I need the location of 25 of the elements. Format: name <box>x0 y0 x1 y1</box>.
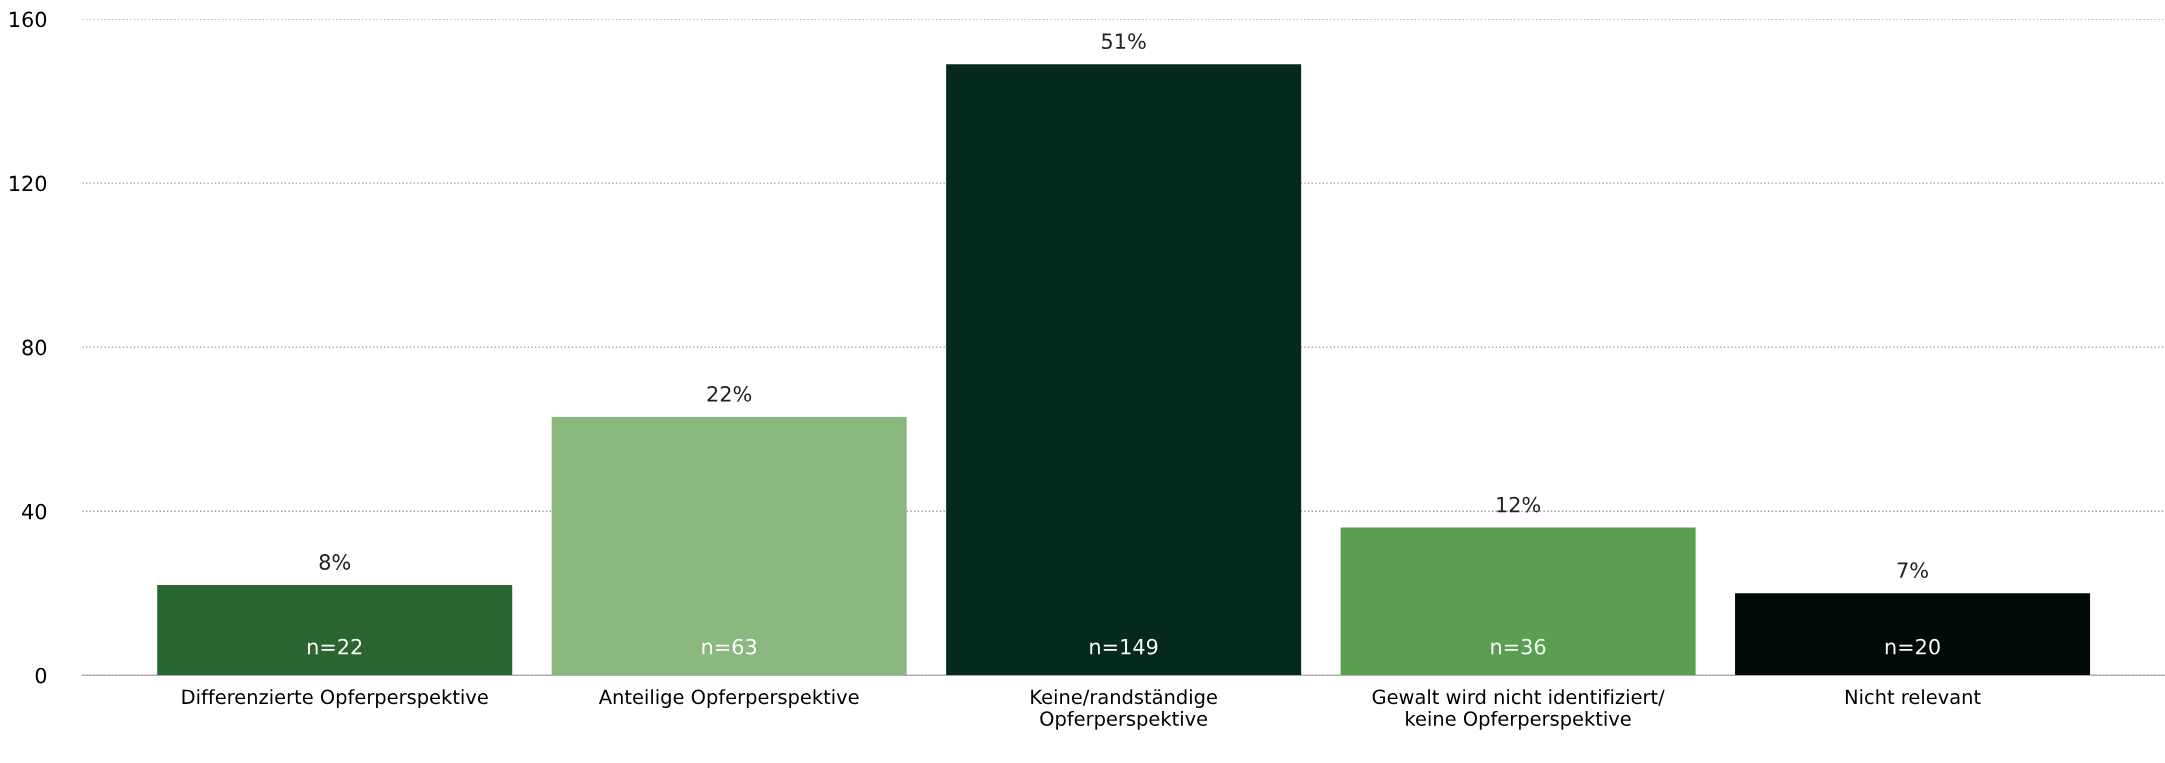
annotation: 22% <box>707 385 752 402</box>
annotation: 8% <box>319 554 351 570</box>
x-tick-label: Nicht relevant <box>1845 689 1981 705</box>
bar <box>1735 593 2091 676</box>
bar <box>157 585 513 676</box>
bar <box>551 416 907 676</box>
y-tick-label: 160 <box>10 11 47 28</box>
data-label: n=20 <box>1885 638 1940 655</box>
x-tick-label: Gewalt wird nicht identifiziert/ keine Opferperspektive <box>1372 689 1665 730</box>
annotation: 7% <box>1897 562 1928 579</box>
x-tick-label: Anteilige Opferperspektive <box>598 689 859 708</box>
y-tick-label: 80 <box>22 339 47 356</box>
annotation: 12% <box>1497 496 1541 513</box>
y-tick-label: 40 <box>22 503 47 520</box>
bar <box>946 64 1302 676</box>
y-tick-label: 120 <box>10 175 47 192</box>
data-label: n=22 <box>308 638 362 655</box>
data-label: n=149 <box>1090 638 1158 655</box>
x-tick-label: Keine/randständige Opferperspektive <box>1031 689 1217 730</box>
x-tick-label: Differenzierte Opferperspektive <box>182 689 488 708</box>
y-tick-label: 0 <box>35 667 47 684</box>
data-label: n=63 <box>702 638 757 655</box>
data-label: n=36 <box>1491 638 1546 655</box>
annotation: 51% <box>1102 33 1146 50</box>
bar <box>1340 527 1696 676</box>
